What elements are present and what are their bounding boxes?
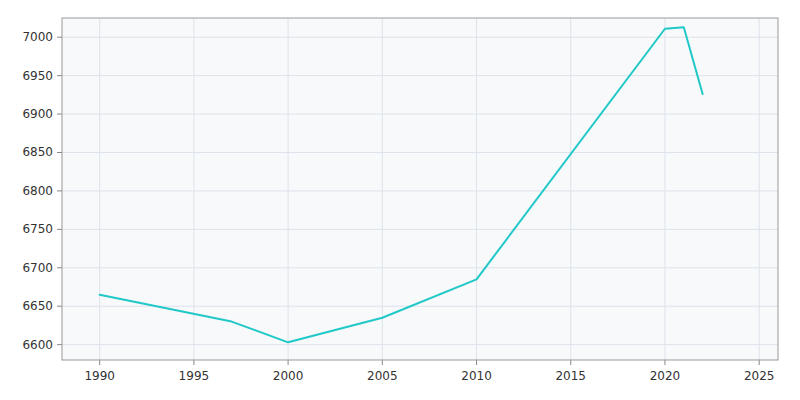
y-grid-line xyxy=(62,306,778,307)
y-tick xyxy=(57,75,62,76)
y-tick-label: 6700 xyxy=(22,261,53,275)
data-layer xyxy=(100,27,703,342)
y-grid-line xyxy=(62,152,778,153)
y-grid-line xyxy=(62,229,778,230)
x-tick xyxy=(759,360,760,365)
x-tick-label: 1990 xyxy=(84,369,115,383)
x-grid-line xyxy=(759,18,760,360)
y-tick xyxy=(57,229,62,230)
y-tick-label: 6750 xyxy=(22,222,53,236)
y-grid-line xyxy=(62,75,778,76)
x-grid-line xyxy=(476,18,477,360)
y-tick-label: 6600 xyxy=(22,338,53,352)
y-grid-line xyxy=(62,190,778,191)
y-tick-label: 6850 xyxy=(22,145,53,159)
x-tick xyxy=(664,360,665,365)
y-grid-line xyxy=(62,267,778,268)
x-tick xyxy=(99,360,100,365)
x-tick xyxy=(570,360,571,365)
plot-background xyxy=(62,18,778,360)
y-tick-label: 6800 xyxy=(22,184,53,198)
x-tick-label: 2015 xyxy=(555,369,586,383)
x-grid-line xyxy=(570,18,571,360)
x-grid-line xyxy=(193,18,194,360)
y-tick xyxy=(57,37,62,38)
x-tick xyxy=(193,360,194,365)
plot-frame xyxy=(62,18,778,360)
y-tick xyxy=(57,306,62,307)
x-grid-line xyxy=(382,18,383,360)
y-grid-line xyxy=(62,37,778,38)
axes: 1990 1995 2000 2005 2010 2015 2020 2025 6600 6650… xyxy=(22,18,778,383)
x-grid-line xyxy=(288,18,289,360)
data-line xyxy=(100,27,703,342)
x-tick-label: 2025 xyxy=(744,369,775,383)
chart-container: 1990 1995 2000 2005 2010 2015 2020 2025 6600 6650… xyxy=(0,0,800,400)
x-tick-label: 2010 xyxy=(461,369,492,383)
x-tick xyxy=(382,360,383,365)
y-tick xyxy=(57,190,62,191)
y-tick-label: 6950 xyxy=(22,69,53,83)
x-tick-label: 2005 xyxy=(367,369,398,383)
x-tick-label: 1995 xyxy=(179,369,210,383)
y-tick xyxy=(57,267,62,268)
page: {"chart_data": {"type": "line", "x": [19… xyxy=(0,0,800,400)
x-tick xyxy=(476,360,477,365)
y-tick-label: 6900 xyxy=(22,107,53,121)
y-grid-line xyxy=(62,344,778,345)
x-tick xyxy=(288,360,289,365)
y-tick xyxy=(57,152,62,153)
chart: 1990 1995 2000 2005 2010 2015 2020 2025 6600 6650… xyxy=(0,0,800,400)
x-tick-label: 2000 xyxy=(273,369,304,383)
y-grid-line xyxy=(62,114,778,115)
y-tick xyxy=(57,114,62,115)
y-tick-label: 6650 xyxy=(22,299,53,313)
y-tick xyxy=(57,344,62,345)
x-tick-label: 2020 xyxy=(650,369,681,383)
x-grid-line xyxy=(664,18,665,360)
grid xyxy=(62,18,778,360)
y-tick-label: 7000 xyxy=(22,30,53,44)
x-grid-line xyxy=(99,18,100,360)
